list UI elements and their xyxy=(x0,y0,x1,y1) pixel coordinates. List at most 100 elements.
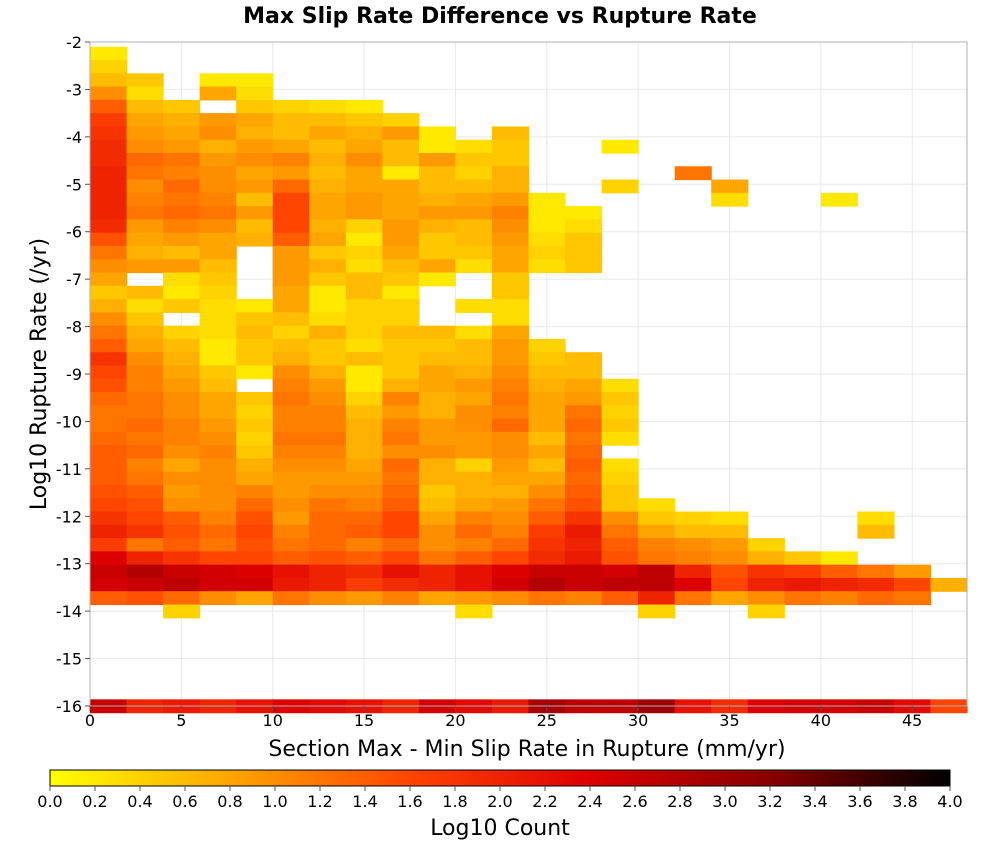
heatmap-cell xyxy=(345,285,383,300)
x-tick-label: 30 xyxy=(628,711,648,730)
heatmap-cell xyxy=(90,484,128,499)
heatmap-cell xyxy=(309,392,347,406)
heatmap-cell xyxy=(418,431,457,446)
heatmap-cell xyxy=(163,405,201,420)
colorbar-tick-label: 1.2 xyxy=(307,792,332,811)
colorbar-label: Log10 Count xyxy=(430,816,570,841)
heatmap-cell xyxy=(455,206,493,220)
heatmap-cell xyxy=(309,418,347,433)
heatmap-cell xyxy=(236,431,274,446)
heatmap-cell xyxy=(528,378,566,393)
heatmap-cell xyxy=(345,272,383,287)
heatmap-cell xyxy=(199,272,237,287)
heatmap-cell xyxy=(565,259,603,274)
heatmap-cell xyxy=(272,206,310,220)
y-tick-label: -3 xyxy=(66,80,82,99)
colorbar-tick-label: 3.8 xyxy=(892,792,917,811)
heatmap-cell xyxy=(90,431,128,446)
heatmap-cell xyxy=(747,604,785,619)
heatmap-cell xyxy=(90,405,128,420)
heatmap-cell xyxy=(565,392,603,406)
heatmap-cell xyxy=(345,591,383,606)
heatmap-cell xyxy=(309,192,347,207)
heatmap-cell xyxy=(199,498,237,513)
heatmap-cell xyxy=(199,352,237,367)
heatmap-cell xyxy=(236,73,274,88)
heatmap-cell xyxy=(163,192,201,207)
heatmap-cell xyxy=(491,126,530,141)
chart-title: Max Slip Rate Difference vs Rupture Rate xyxy=(243,4,757,29)
heatmap-cell xyxy=(418,232,457,247)
heatmap-cell xyxy=(90,285,128,300)
heatmap-cell xyxy=(345,445,383,460)
heatmap-cell xyxy=(711,564,749,579)
heatmap-cell xyxy=(382,299,420,313)
heatmap-cell xyxy=(455,352,493,367)
heatmap-cell xyxy=(565,378,603,393)
heatmap-cell xyxy=(491,272,530,287)
heatmap-cell xyxy=(126,551,164,566)
heatmap-cell xyxy=(163,285,201,300)
heatmap-cell xyxy=(163,577,201,592)
heatmap-cell xyxy=(455,378,493,393)
heatmap-cell xyxy=(345,538,383,552)
heatmap-cell xyxy=(382,113,420,128)
heatmap-cell xyxy=(382,405,420,420)
heatmap-cell xyxy=(199,139,237,154)
heatmap-cell xyxy=(163,392,201,406)
heatmap-cell xyxy=(309,99,347,114)
y-tick-label: -7 xyxy=(66,270,82,289)
heatmap-cell xyxy=(309,206,347,220)
heatmap-cell xyxy=(90,325,128,340)
heatmap-cell xyxy=(747,591,785,606)
heatmap-cell xyxy=(309,591,347,606)
heatmap-cell xyxy=(236,299,274,313)
heatmap-cell xyxy=(711,524,749,539)
heatmap-cell xyxy=(345,484,383,499)
heatmap-cell xyxy=(528,259,566,274)
heatmap-cell xyxy=(382,312,420,327)
heatmap-cell xyxy=(272,219,310,234)
heatmap-cell xyxy=(199,86,237,101)
heatmap-cell xyxy=(491,338,530,353)
heatmap-cell xyxy=(126,511,164,526)
heatmap-cell xyxy=(199,245,237,260)
heatmap-cell xyxy=(382,378,420,393)
heatmap-cell xyxy=(345,338,383,353)
heatmap-cell xyxy=(90,564,128,579)
heatmap-cell xyxy=(528,418,566,433)
colorbar-tick-label: 0.0 xyxy=(37,792,62,811)
heatmap-cell xyxy=(90,365,128,380)
y-tick-label: -14 xyxy=(56,602,82,621)
heatmap-cell xyxy=(820,564,858,579)
heatmap-cell xyxy=(418,272,457,287)
heatmap-cell xyxy=(163,152,201,167)
heatmap-cell xyxy=(163,325,201,340)
heatmap-cell xyxy=(345,259,383,274)
heatmap-cell xyxy=(491,484,530,499)
heatmap-cell xyxy=(418,471,457,486)
heatmap-cell xyxy=(163,591,201,606)
heatmap-cell xyxy=(455,484,493,499)
heatmap-cell xyxy=(199,219,237,234)
heatmap-cell xyxy=(309,232,347,247)
heatmap-cell xyxy=(126,325,164,340)
heatmap-cell xyxy=(126,139,164,154)
heatmap-cell xyxy=(455,498,493,513)
heatmap-cell xyxy=(418,458,457,473)
heatmap-cell xyxy=(491,179,530,194)
heatmap-cell xyxy=(272,232,310,247)
heatmap-cell xyxy=(491,392,530,406)
heatmap-cell xyxy=(382,272,420,287)
heatmap-cell xyxy=(455,259,493,274)
heatmap-cell xyxy=(309,551,347,566)
heatmap-cell xyxy=(418,192,457,207)
colorbar-tick-label: 2.8 xyxy=(667,792,692,811)
heatmap-cell xyxy=(674,551,712,566)
heatmap-cell xyxy=(601,591,639,606)
heatmap-cell xyxy=(930,577,968,592)
x-tick-label: 10 xyxy=(263,711,283,730)
heatmap-cell xyxy=(382,591,420,606)
heatmap-cell xyxy=(418,219,457,234)
heatmap-cell xyxy=(345,325,383,340)
